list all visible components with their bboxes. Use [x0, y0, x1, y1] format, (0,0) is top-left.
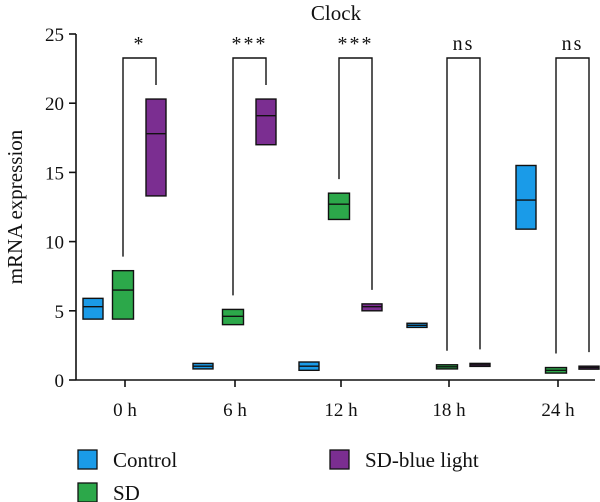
x-tick-label: 6 h — [223, 400, 247, 421]
legend-label: SD — [113, 481, 140, 502]
legend: Control SD-blue light SD — [77, 448, 479, 502]
y-tick-label: 20 — [45, 94, 64, 115]
significance-bracket — [232, 57, 267, 296]
significance-label: ns — [562, 33, 584, 55]
y-tick-label: 0 — [55, 371, 65, 392]
box — [327, 192, 351, 221]
y-tick-label: 5 — [55, 302, 65, 323]
box — [145, 98, 167, 197]
x-tick-label: 24 h — [541, 400, 575, 421]
significance-bracket — [338, 57, 373, 290]
significance-bracket — [555, 57, 590, 354]
legend-label: SD-blue light — [365, 448, 479, 472]
significance-label: ns — [453, 33, 475, 55]
x-tick-label: 18 h — [432, 400, 466, 421]
box — [515, 164, 537, 230]
significance-label: *** — [338, 33, 374, 55]
box — [111, 269, 135, 320]
box — [82, 297, 104, 320]
x-tick-label: 0 h — [113, 400, 137, 421]
legend-swatch — [77, 449, 98, 470]
significance-bracket — [122, 57, 157, 257]
y-tick-label: 10 — [45, 233, 64, 254]
boxes — [82, 98, 600, 374]
axes: 0 5 10 15 20 25 0 h 6 h 12 h 18 h 24 h — [45, 25, 595, 421]
y-tick-label: 25 — [45, 25, 64, 46]
legend-swatch — [329, 449, 350, 470]
legend-label: Control — [113, 448, 177, 472]
chart-title: Clock — [311, 1, 362, 25]
y-axis-label: mRNA expression — [3, 129, 27, 284]
legend-swatch — [77, 482, 98, 502]
significance-brackets: * *** *** ns ns — [122, 33, 590, 354]
significance-label: * — [134, 33, 146, 55]
significance-bracket — [446, 57, 481, 351]
box — [255, 98, 277, 146]
y-tick-label: 15 — [45, 163, 64, 184]
significance-label: *** — [232, 33, 268, 55]
x-tick-label: 12 h — [324, 400, 358, 421]
